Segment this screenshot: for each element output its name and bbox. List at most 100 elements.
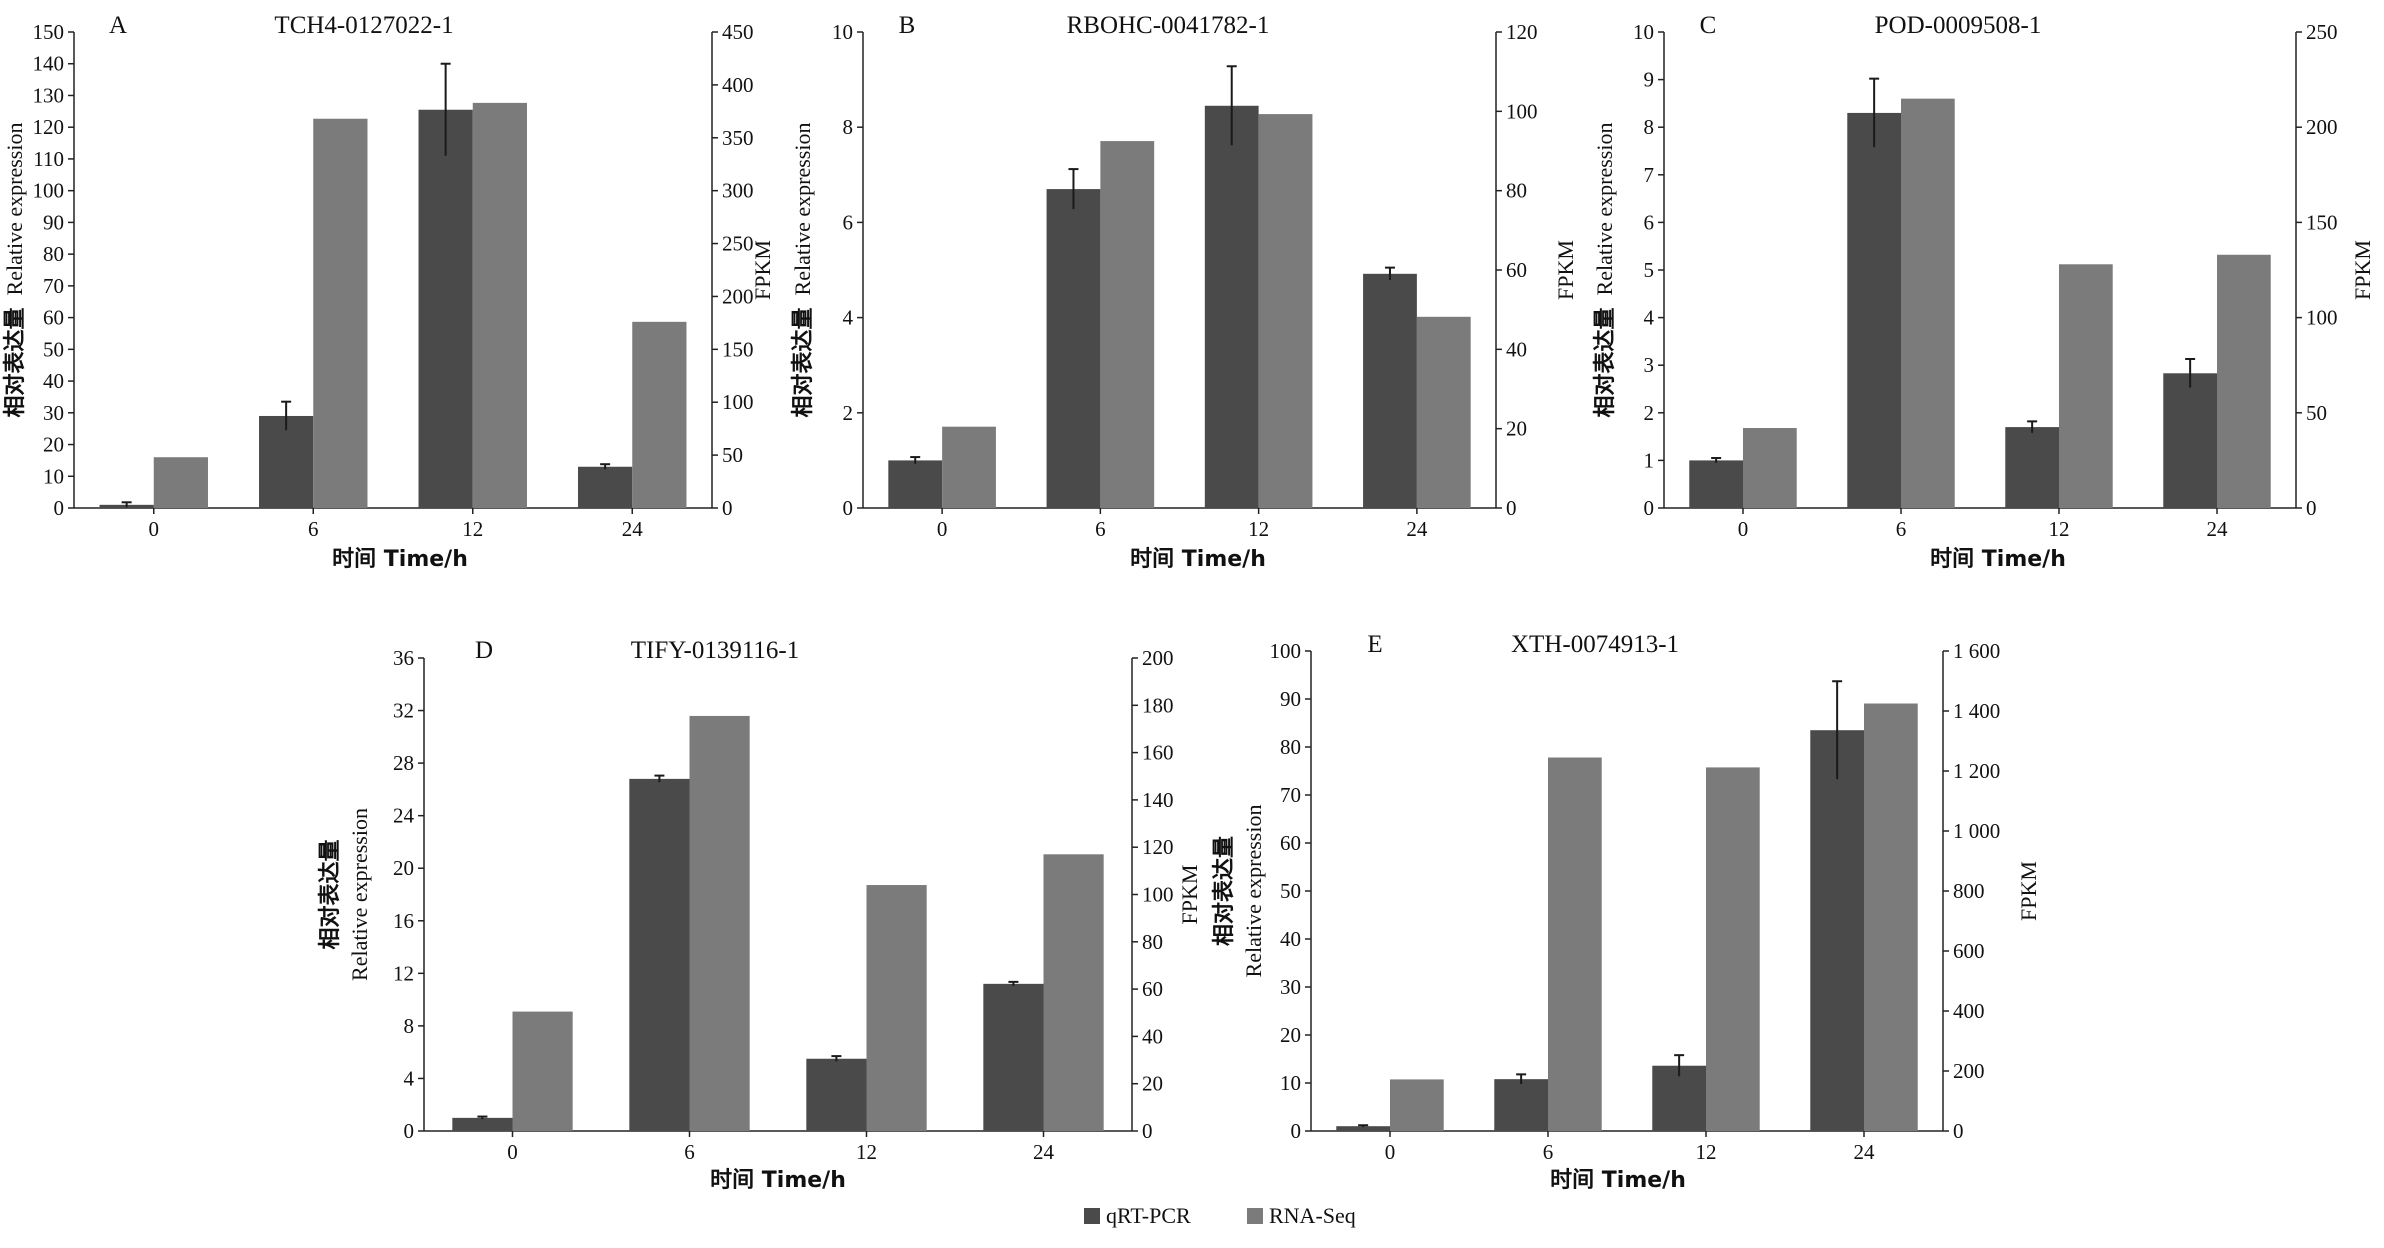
y-tick-label-left: 10 — [43, 464, 64, 488]
y-tick-label-left: 60 — [1280, 831, 1301, 855]
legend-swatch-qrt-pcr — [1084, 1208, 1100, 1224]
y-tick-label-left: 80 — [43, 242, 64, 266]
y-label-cn: 相对表达量 — [791, 307, 816, 417]
y-tick-label-right: 400 — [722, 73, 754, 97]
x-tick-label: 12 — [2049, 517, 2070, 541]
x-tick-label: 0 — [1385, 1140, 1396, 1164]
y-tick-label-right: 800 — [1953, 879, 1985, 903]
panel-letter: E — [1367, 631, 1382, 658]
bar-rna-seq — [1864, 703, 1918, 1131]
bar-rna-seq — [512, 1011, 573, 1131]
chart-title: POD-0009508-1 — [1875, 12, 2042, 39]
y-tick-label-right: 180 — [1142, 693, 1174, 717]
y-label-cn: 相对表达量 — [1593, 307, 1618, 417]
y-axis-label-left: 相对表达量 Relative expression — [790, 123, 816, 418]
y-tick-label-left: 2 — [1644, 401, 1655, 425]
y-tick-label-right: 450 — [722, 20, 754, 44]
y-tick-label-left: 8 — [1644, 115, 1655, 139]
y-label-en: Relative expression — [790, 123, 815, 296]
y-tick-label-right: 120 — [1142, 835, 1174, 859]
y-tick-label-left: 0 — [1644, 496, 1655, 520]
y-tick-label-left: 20 — [43, 433, 64, 457]
bar-qrt-pcr — [1204, 105, 1259, 508]
y-tick-label-left: 2 — [843, 401, 854, 425]
y-axis-label-left-en: Relative expression — [1241, 805, 1266, 978]
bar-qrt-pcr — [578, 466, 633, 508]
x-tick-label: 24 — [1854, 1140, 1876, 1164]
y-axis-label-right: FPKM — [2350, 240, 2375, 300]
x-tick-label: 12 — [1248, 517, 1269, 541]
bar-rna-seq — [1258, 114, 1313, 509]
y-tick-label-left: 0 — [1291, 1119, 1302, 1143]
y-label-cn: 相对表达量 — [3, 307, 28, 417]
bar-qrt-pcr — [2163, 373, 2217, 508]
bar-qrt-pcr — [629, 778, 690, 1131]
y-tick-label-left: 0 — [404, 1119, 415, 1143]
y2-label: FPKM — [1177, 865, 1202, 925]
y-tick-label-left: 90 — [1280, 687, 1301, 711]
y-tick-label-left: 7 — [1644, 163, 1655, 187]
y-tick-label-right: 100 — [722, 390, 754, 414]
y-tick-label-left: 4 — [404, 1066, 415, 1090]
x-axis-label: 时间 Time/h — [710, 1168, 846, 1193]
y-tick-label-left: 20 — [393, 856, 414, 880]
y-tick-label-left: 70 — [1280, 783, 1301, 807]
y-tick-label-right: 120 — [1506, 20, 1538, 44]
bar-rna-seq — [942, 426, 996, 508]
y-axis-label-left-cn: 相对表达量 — [318, 839, 343, 949]
y-tick-label-left: 16 — [393, 909, 414, 933]
x-tick-label: 0 — [507, 1140, 518, 1164]
y2-label: FPKM — [2350, 240, 2375, 300]
y-tick-label-right: 1 600 — [1953, 639, 2000, 663]
x-tick-label: 6 — [1543, 1140, 1554, 1164]
y-tick-label-left: 70 — [43, 274, 64, 298]
y-tick-label-left: 36 — [393, 646, 414, 670]
y-tick-label-left: 40 — [43, 369, 64, 393]
y-tick-label-left: 100 — [33, 179, 65, 203]
y-tick-label-right: 20 — [1142, 1072, 1163, 1096]
y-label-en: Relative expression — [347, 808, 372, 981]
x-tick-label: 24 — [622, 517, 644, 541]
y-tick-label-left: 50 — [43, 337, 64, 361]
bar-qrt-pcr — [2005, 427, 2059, 508]
y-tick-label-left: 0 — [54, 496, 65, 520]
y2-label: FPKM — [2016, 861, 2041, 921]
y-tick-label-right: 20 — [1506, 417, 1527, 441]
y-tick-label-right: 250 — [2306, 20, 2338, 44]
bar-rna-seq — [1100, 141, 1155, 509]
chart-title: RBOHC-0041782-1 — [1067, 12, 1270, 39]
y-tick-label-right: 300 — [722, 179, 754, 203]
y-tick-label-left: 6 — [1644, 210, 1655, 234]
legend-label-qrt-pcr: qRT-PCR — [1106, 1203, 1191, 1228]
y-tick-label-left: 150 — [33, 20, 65, 44]
y-tick-label-left: 6 — [843, 210, 854, 234]
y-tick-label-left: 10 — [1633, 20, 1654, 44]
panel-letter: B — [899, 12, 916, 39]
x-tick-label: 0 — [149, 517, 160, 541]
bar-rna-seq — [1743, 428, 1797, 508]
y2-label: FPKM — [750, 240, 775, 300]
x-tick-label: 12 — [856, 1140, 877, 1164]
y-tick-label-right: 0 — [1953, 1119, 1964, 1143]
y-tick-label-left: 5 — [1644, 258, 1655, 282]
x-tick-label: 6 — [684, 1140, 695, 1164]
y-tick-label-right: 80 — [1142, 930, 1163, 954]
y-axis-label-right: FPKM — [1177, 865, 1202, 925]
bar-qrt-pcr — [983, 983, 1044, 1131]
y-tick-label-left: 32 — [393, 699, 414, 723]
y-tick-label-left: 3 — [1644, 353, 1655, 377]
bar-rna-seq — [689, 715, 750, 1131]
y-tick-label-right: 0 — [722, 496, 733, 520]
y-tick-label-right: 200 — [2306, 115, 2338, 139]
y-tick-label-left: 0 — [843, 496, 854, 520]
y-tick-label-right: 40 — [1142, 1024, 1163, 1048]
x-tick-label: 0 — [937, 517, 948, 541]
bar-qrt-pcr — [1652, 1065, 1706, 1131]
y-tick-label-right: 0 — [1506, 496, 1517, 520]
y-axis-label-right: FPKM — [750, 240, 775, 300]
y-tick-label-left: 110 — [33, 147, 64, 171]
y-tick-label-right: 200 — [722, 284, 754, 308]
x-tick-label: 24 — [2207, 517, 2229, 541]
